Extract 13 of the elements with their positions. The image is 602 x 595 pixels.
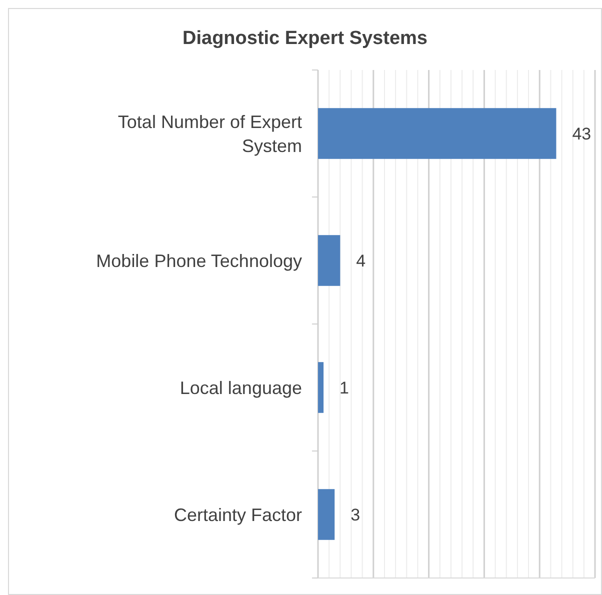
data-label: 4 bbox=[356, 251, 366, 270]
y-tick-label: Mobile Phone Technology bbox=[96, 250, 302, 271]
chart-title: Diagnostic Expert Systems bbox=[182, 28, 428, 49]
bar bbox=[318, 489, 335, 540]
bar bbox=[318, 108, 556, 159]
y-tick-label: Certainty Factor bbox=[174, 504, 302, 525]
bar bbox=[318, 235, 340, 286]
y-tick-label: Local language bbox=[180, 378, 302, 398]
bar bbox=[318, 362, 324, 413]
data-label: 3 bbox=[350, 505, 360, 524]
data-label: 1 bbox=[340, 378, 350, 398]
data-label: 43 bbox=[572, 124, 592, 144]
y-tick-label: Total Number of Expert System bbox=[118, 112, 302, 156]
